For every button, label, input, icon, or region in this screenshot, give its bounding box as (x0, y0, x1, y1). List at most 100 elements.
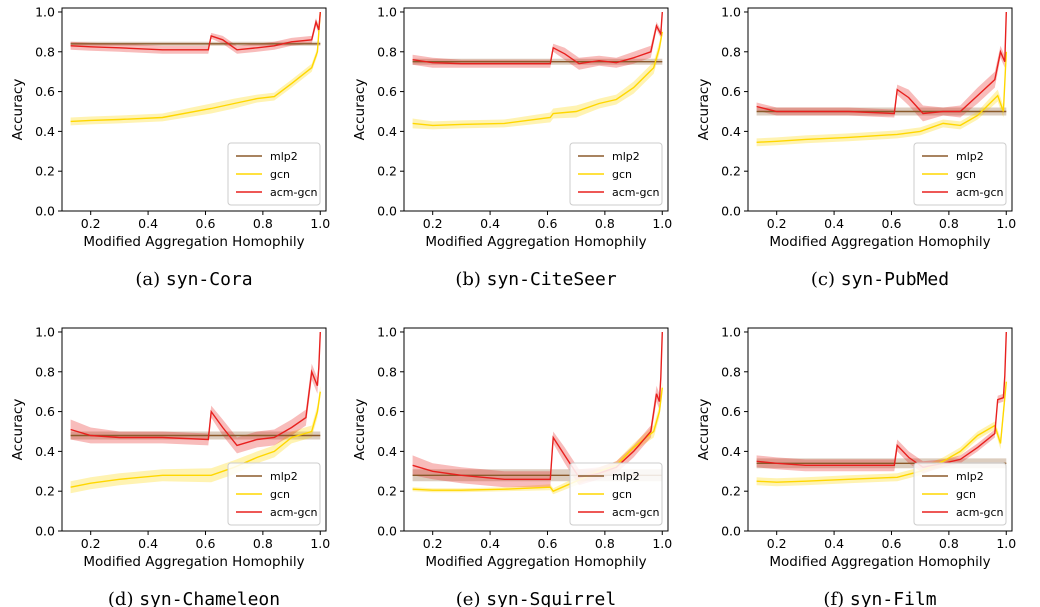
legend-box (227, 142, 321, 206)
x-tick-label: 0.2 (767, 536, 787, 551)
caption: (b) syn-CiteSeer (455, 269, 617, 290)
x-tick-label: 0.8 (595, 216, 615, 231)
line-gcn (412, 31, 663, 127)
y-tick-label: 1.0 (377, 324, 397, 339)
line-acm-gcn (70, 11, 321, 51)
y-tick-label: 0.0 (721, 524, 741, 539)
y-tick-label: 0.2 (377, 484, 397, 499)
y-axis-label: Accuracy (10, 79, 26, 141)
x-tick-label: 0.6 (882, 536, 902, 551)
y-tick-label: 0.8 (721, 44, 741, 59)
y-tick-label: 0.4 (377, 124, 397, 139)
legend-label-acm-gcn: acm-gcn (956, 506, 1004, 519)
x-axis-label: Modified Aggregation Homophily (769, 554, 990, 570)
y-tick-label: 0.4 (35, 124, 55, 139)
legend-label-gcn: gcn (270, 488, 290, 501)
caption-dataset: syn-Film (850, 589, 937, 607)
x-tick-label: 1.0 (996, 216, 1016, 231)
y-tick-label: 0.8 (377, 44, 397, 59)
band-gcn (412, 27, 663, 130)
x-tick-label: 0.6 (196, 216, 216, 231)
caption-dataset: syn-Cora (166, 269, 253, 290)
legend-label-acm-gcn: acm-gcn (270, 186, 318, 199)
legend-box (227, 462, 321, 526)
band-gcn (756, 45, 1007, 147)
y-axis-label: Accuracy (696, 79, 712, 141)
y-tick-label: 0.6 (377, 84, 397, 99)
axes-frame (61, 7, 327, 212)
x-axis-label: Modified Aggregation Homophily (83, 554, 304, 570)
line-acm-gcn (70, 331, 321, 447)
caption-letter: (e) (456, 589, 486, 607)
band-gcn (756, 375, 1007, 487)
x-tick-label: 0.4 (824, 536, 844, 551)
band-gcn (70, 12, 321, 126)
band-acm-gcn (70, 332, 321, 454)
line-gcn (70, 11, 321, 123)
x-tick-label: 1.0 (996, 536, 1016, 551)
y-tick-label: 0.4 (35, 444, 55, 459)
legend-label-gcn: gcn (270, 168, 290, 181)
plot-area (70, 331, 321, 494)
legend-label-acm-gcn: acm-gcn (270, 506, 318, 519)
y-tick-label: 1.0 (35, 324, 55, 339)
legend-label-mlp2: mlp2 (270, 150, 298, 163)
line-acm-gcn (412, 11, 663, 65)
y-tick-label: 0.0 (35, 524, 55, 539)
x-tick-label: 0.2 (81, 536, 101, 551)
caption-dataset: syn-PubMed (841, 269, 949, 290)
x-tick-label: 0.2 (423, 536, 443, 551)
legend-label-acm-gcn: acm-gcn (612, 186, 660, 199)
axes-frame (403, 7, 669, 212)
axes-frame (403, 327, 669, 532)
axes-frame (747, 327, 1013, 532)
panel-syn-Squirrel: 0.2 0.4 0.6 0.8 1.0 0.0 0.2 0.4 0.6 0.8 1.0 Modifie… (352, 324, 672, 607)
caption-dataset: syn-Squirrel (486, 589, 616, 607)
x-tick-label: 0.8 (939, 536, 959, 551)
caption-letter: (f) (823, 589, 849, 607)
line-acm-gcn (756, 11, 1007, 115)
axes-frame (61, 327, 327, 532)
x-tick-label: 1.0 (310, 216, 330, 231)
band-acm-gcn (412, 12, 663, 70)
y-tick-label: 0.2 (35, 164, 55, 179)
plot-area (412, 11, 663, 130)
x-tick-label: 0.4 (138, 536, 158, 551)
x-tick-label: 0.4 (480, 216, 500, 231)
y-tick-label: 0.8 (35, 364, 55, 379)
y-tick-label: 0.6 (35, 84, 55, 99)
legend-label-gcn: gcn (612, 168, 632, 181)
line-gcn (756, 51, 1007, 143)
legend-box (569, 142, 663, 206)
y-tick-label: 0.4 (377, 444, 397, 459)
y-tick-label: 0.6 (35, 404, 55, 419)
y-tick-label: 0.0 (35, 204, 55, 219)
legend-label-acm-gcn: acm-gcn (956, 186, 1004, 199)
legend-label-gcn: gcn (612, 488, 632, 501)
x-tick-label: 0.4 (824, 216, 844, 231)
plot-area (70, 11, 321, 126)
legend-label-mlp2: mlp2 (612, 470, 640, 483)
y-tick-label: 0.8 (377, 364, 397, 379)
x-tick-label: 0.2 (81, 216, 101, 231)
x-tick-label: 1.0 (652, 536, 672, 551)
caption: (e) syn-Squirrel (456, 589, 616, 607)
caption: (a) syn-Cora (135, 269, 252, 290)
panel-syn-PubMed: 0.2 0.4 0.6 0.8 1.0 0.0 0.2 0.4 0.6 0.8 1.0 Modifie… (696, 4, 1016, 290)
x-tick-label: 0.4 (138, 216, 158, 231)
caption-letter: (b) (455, 269, 486, 290)
x-tick-label: 0.6 (882, 216, 902, 231)
x-tick-label: 0.2 (767, 216, 787, 231)
y-tick-label: 1.0 (721, 4, 741, 19)
y-axis-label: Accuracy (352, 79, 368, 141)
y-tick-label: 0.6 (721, 404, 741, 419)
y-axis-label: Accuracy (352, 399, 368, 461)
legend-label-gcn: gcn (956, 168, 976, 181)
legend-label-mlp2: mlp2 (956, 150, 984, 163)
y-tick-label: 0.6 (721, 84, 741, 99)
legend-label-mlp2: mlp2 (270, 470, 298, 483)
x-axis-label: Modified Aggregation Homophily (83, 234, 304, 250)
x-tick-label: 0.4 (480, 536, 500, 551)
x-axis-label: Modified Aggregation Homophily (425, 554, 646, 570)
x-tick-label: 0.8 (253, 216, 273, 231)
